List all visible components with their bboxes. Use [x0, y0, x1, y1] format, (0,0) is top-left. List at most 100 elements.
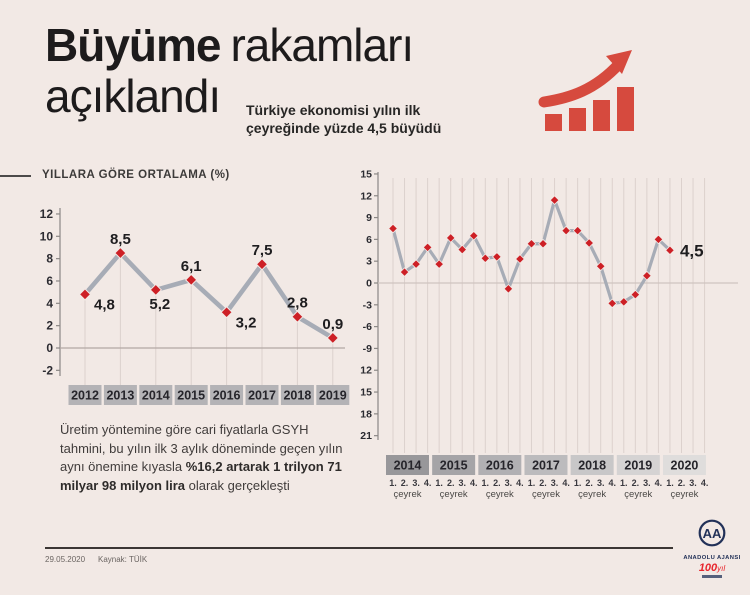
year-box — [316, 385, 350, 405]
centenary-number: 100 — [698, 562, 718, 574]
year-label: 2018 — [283, 389, 311, 403]
y-tick-label: 0 — [366, 278, 372, 290]
data-point-marker — [326, 331, 340, 345]
year-box — [662, 455, 706, 475]
value-label: 3,2 — [236, 314, 257, 331]
value-label: 6,1 — [181, 258, 202, 275]
data-point-marker — [538, 238, 548, 249]
y-tick-label: 6 — [46, 274, 53, 288]
quarter-number-label: 4. — [562, 478, 570, 488]
quarter-number-label: 2. — [632, 478, 640, 488]
year-box — [210, 385, 244, 405]
data-point-marker — [422, 242, 433, 253]
year-label: 2014 — [394, 459, 422, 473]
quarter-number-label: 3. — [597, 478, 605, 488]
bar-chart-icon — [545, 87, 634, 131]
centenary-suffix: yıl — [717, 564, 726, 573]
quarterly-growth-line-chart: %15129630-3-6-9-12-15-18-214,520141.2.3.… — [360, 168, 738, 500]
data-point-marker — [78, 288, 92, 301]
data-point-marker — [457, 244, 468, 255]
quarter-number-label: 2. — [585, 478, 593, 488]
year-box — [432, 455, 476, 475]
y-tick-label: 12 — [360, 190, 372, 202]
data-point-marker — [434, 259, 445, 269]
centenary-mark: 100yıl — [676, 562, 748, 574]
y-tick-label: 10 — [40, 229, 54, 243]
y-tick-label: -6 — [363, 321, 372, 333]
data-point-marker — [480, 253, 491, 264]
subtitle: Türkiye ekonomisi yılın ilk çeyreğinde y… — [246, 102, 442, 136]
data-point-marker — [503, 283, 514, 294]
year-label: 2012 — [71, 389, 99, 403]
data-source: Kaynak: TÜİK — [98, 555, 148, 564]
year-box — [103, 385, 137, 405]
paragraph-bold: %16,2 artarak 1 trilyon 71 milyar 98 mil… — [60, 459, 342, 493]
quarter-word-label: çeyrek — [532, 489, 560, 500]
quarter-number-label: 3. — [551, 478, 559, 488]
agency-logo: AA ANADOLU AJANSI 100yıl — [676, 519, 748, 578]
y-tick-label: -3 — [363, 299, 372, 311]
quarter-number-label: 2. — [447, 478, 455, 488]
data-point-marker — [388, 223, 398, 234]
year-label: 2014 — [142, 389, 170, 403]
publish-date: 29.05.2020 — [45, 555, 86, 564]
quarter-number-label: 4. — [470, 478, 478, 488]
value-label: 5,2 — [149, 296, 170, 313]
year-box — [570, 455, 614, 475]
quarter-number-label: 1. — [389, 478, 397, 488]
quarter-word-label: çeyrek — [670, 489, 698, 500]
quarter-number-label: 1. — [574, 478, 582, 488]
data-point-marker — [549, 195, 560, 205]
value-label: 8,5 — [110, 231, 131, 248]
y-tick-label: 8 — [46, 252, 53, 266]
value-label: 4,8 — [94, 296, 115, 313]
quarter-number-label: 1. — [482, 478, 490, 488]
quarter-number-label: 2. — [493, 478, 501, 488]
series-line — [83, 250, 334, 340]
logo-smallprint — [702, 575, 722, 578]
data-point-marker — [445, 233, 456, 243]
paragraph-part1: Üretim yöntemine göre cari fiyatlarla GS… — [60, 422, 343, 474]
quarter-word-label: çeyrek — [624, 489, 652, 500]
year-box — [386, 455, 429, 475]
year-label: 2017 — [532, 459, 560, 473]
year-label: 2016 — [213, 389, 241, 403]
data-point-marker — [399, 267, 410, 277]
data-point-marker — [291, 310, 304, 323]
y-tick-label: -15 — [360, 387, 372, 399]
value-label: 0,9 — [322, 316, 343, 333]
y-tick-label: -18 — [360, 408, 372, 420]
data-point-marker — [642, 270, 652, 281]
data-point-marker — [114, 246, 127, 260]
y-tick-label: %15 — [360, 168, 372, 180]
y-tick-label: -12 — [360, 365, 372, 377]
quarter-word-label: çeyrek — [578, 489, 606, 500]
y-tick-label: 4 — [46, 296, 53, 310]
data-point-marker — [411, 259, 421, 269]
data-point-marker — [255, 258, 269, 271]
quarter-number-label: 3. — [689, 478, 697, 488]
year-label: 2015 — [177, 389, 205, 403]
y-tick-label: 6 — [366, 234, 372, 246]
year-box — [524, 455, 568, 475]
data-point-marker — [561, 225, 571, 236]
quarter-number-label: 4. — [609, 478, 617, 488]
data-point-marker — [665, 245, 675, 256]
year-box — [280, 385, 314, 405]
quarter-number-label: 1. — [435, 478, 443, 488]
y-tick-label: 0 — [46, 341, 53, 355]
footer-divider — [45, 547, 673, 549]
quarter-number-label: 3. — [643, 478, 651, 488]
data-point-marker — [184, 273, 198, 287]
data-point-marker — [595, 261, 606, 272]
quarter-number-label: 1. — [620, 478, 628, 488]
year-label: 2015 — [440, 459, 468, 473]
data-point-marker — [618, 297, 629, 307]
data-point-marker — [584, 238, 595, 248]
y-tick-label: 12 — [40, 207, 54, 221]
left-chart-heading: YILLARA GÖRE ORTALAMA (%) — [42, 169, 230, 181]
year-label: 2019 — [319, 389, 347, 403]
quarter-number-label: 4. — [424, 478, 432, 488]
up-arrow-icon — [538, 50, 632, 108]
